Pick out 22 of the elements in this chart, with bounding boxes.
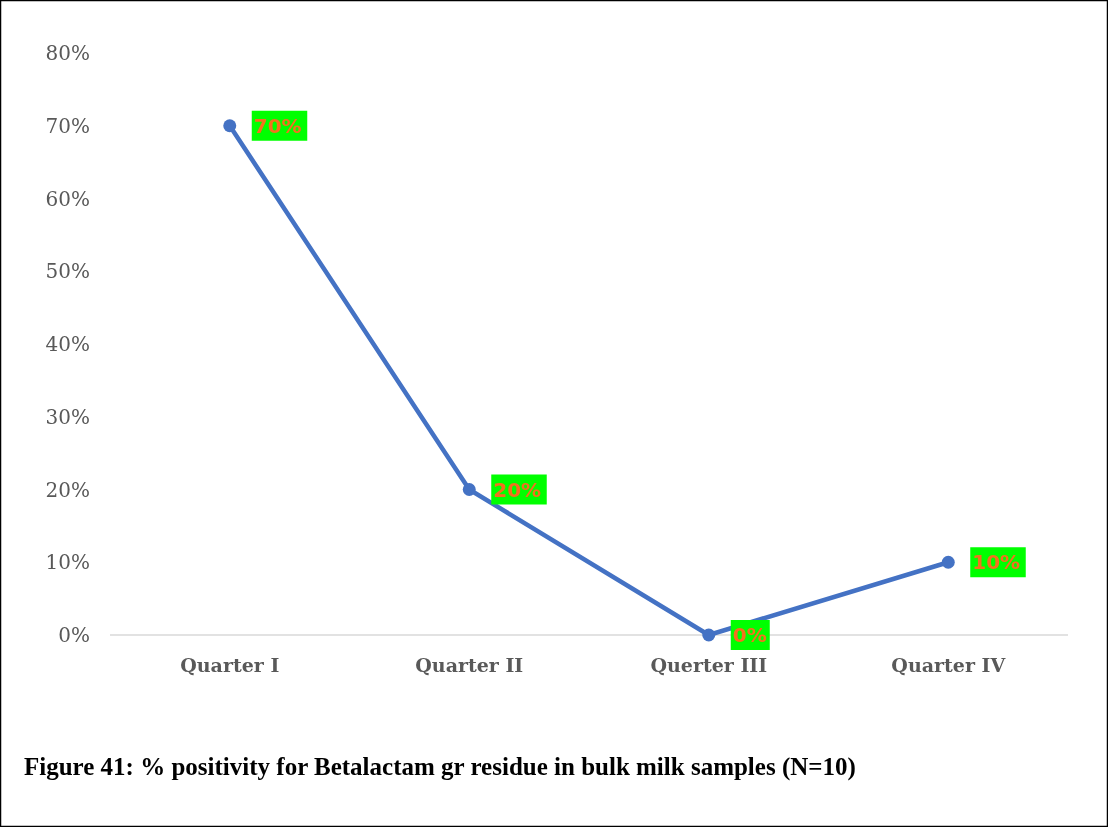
point — [462, 483, 476, 496]
y-tick-label: 60% — [45, 186, 90, 211]
y-tick-label: 10% — [45, 550, 90, 575]
data-label: 70% — [253, 113, 302, 138]
y-tick-label: 30% — [45, 404, 90, 429]
y-tick-label: 0% — [58, 623, 90, 647]
data-label: 20% — [493, 477, 542, 502]
y-tick-label: 20% — [45, 477, 90, 502]
y-tick-label: 40% — [45, 332, 90, 356]
y-tick-label: 50% — [45, 259, 90, 284]
data-label: 10% — [972, 550, 1021, 575]
text: Figure 41: % positivity for Betalactam gr residue in bulk milk samples (N=10) — [24, 753, 856, 781]
x-tick-label: Quarter IV — [891, 654, 1007, 676]
data-label: 0% — [732, 623, 767, 647]
x-tick-label: Querter III — [650, 654, 768, 676]
point — [941, 555, 955, 569]
x-tick-label: Quarter II — [415, 654, 524, 676]
x-tick-label: Quarter I — [180, 654, 280, 676]
y-tick-label: 80% — [45, 41, 90, 65]
point — [223, 119, 237, 133]
y-tick-label: 70% — [45, 113, 90, 138]
point — [702, 628, 716, 642]
